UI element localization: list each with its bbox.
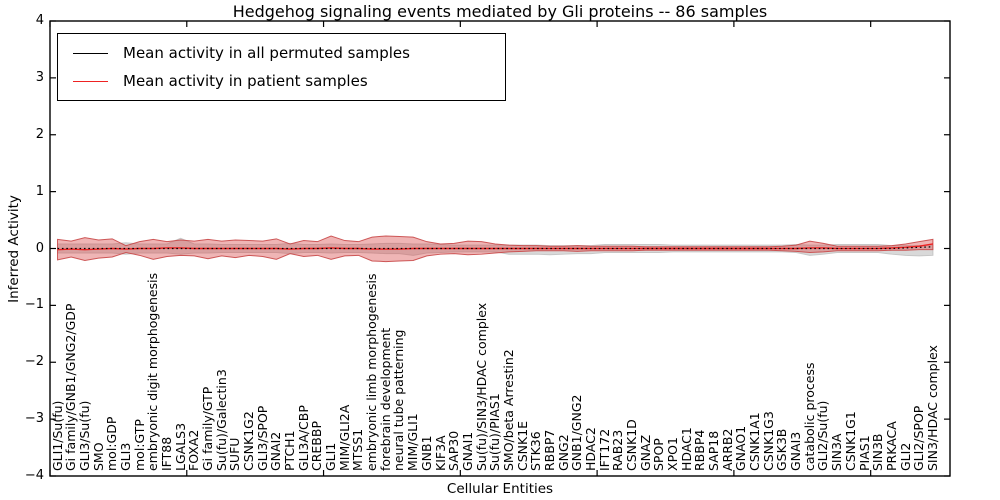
x-category-label: PTCH1 [282,430,298,471]
x-category-label: GNB1 [418,435,434,471]
y-tick-label: −2 [24,354,44,370]
x-category-label: GNAI3 [788,431,804,471]
x-category-label: CSNK1D [623,419,639,471]
y-tick-label: −4 [24,468,44,483]
y-tick-label: −3 [24,411,44,427]
x-category-label: CSNK1A1 [747,412,763,471]
patient-line-icon [73,80,108,82]
x-category-label: SAP18 [706,430,722,471]
x-category-label: SMO/beta Arrestin2 [500,349,516,471]
legend-label-patient: Mean activity in patient samples [123,72,368,90]
series-line-permuted [57,246,933,250]
y-tick-label: 4 [35,13,44,28]
legend-label-permuted: Mean activity in all permuted samples [123,44,410,62]
x-category-label: PRKACA [883,421,899,471]
x-category-label: GNAI1 [459,431,475,471]
x-category-label: Gi family/GTP [199,386,215,471]
permuted-line-icon [73,52,108,54]
x-category-label: GLI3 [117,442,133,471]
x-category-label: RBBP7 [541,429,557,471]
y-tick-label: 3 [35,69,44,85]
x-category-label: GLI3/Su(fu) [76,400,92,471]
x-axis-label: Cellular Entities [446,481,554,497]
x-category-label: embryonic limb morphogenesis [364,273,380,471]
x-category-label: IFT88 [158,436,174,471]
chart-title: Hedgehog signaling events mediated by Gl… [232,2,768,21]
y-tick-label: −1 [24,297,44,313]
x-category-label: GLI1 [323,442,339,471]
x-category-label: CSNK1G1 [842,411,858,471]
y-tick-label: 0 [35,240,44,256]
legend: Mean activity in all permuted samples Me… [57,33,506,101]
y-tick-label: 2 [35,126,44,142]
legend-item-patient: Mean activity in patient samples [58,67,505,95]
legend-item-permuted: Mean activity in all permuted samples [58,39,505,67]
x-category-label: HDAC2 [582,427,598,471]
y-tick-label: 1 [35,183,44,199]
x-category-label: CSNK1G2 [241,411,256,471]
x-category-label: XPO1 [665,437,681,471]
band-permuted-samples-range [57,237,934,257]
x-category-label: SIN3/HDAC complex [924,345,940,471]
